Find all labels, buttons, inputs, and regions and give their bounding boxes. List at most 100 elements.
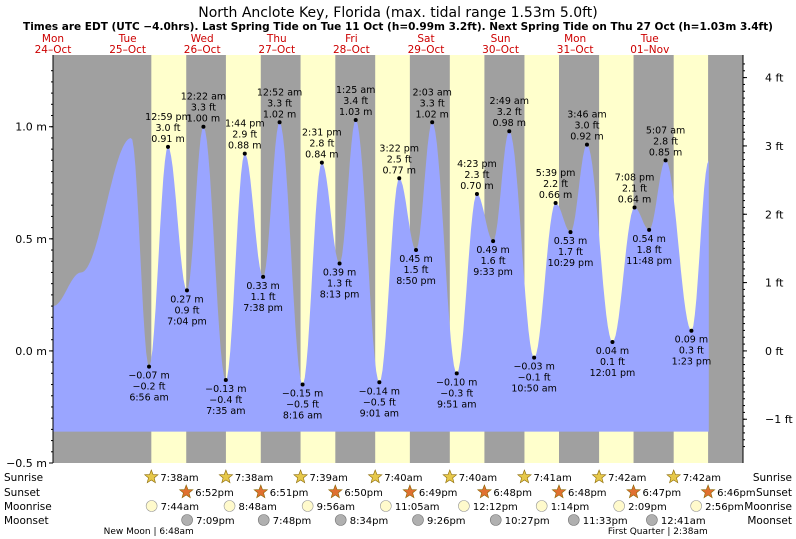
- sunset-icon: [178, 484, 194, 499]
- tide-point: [166, 144, 170, 149]
- tide-time-label: 12:01 pm: [590, 368, 636, 379]
- moonrise-time: 11:05am: [395, 502, 440, 513]
- sunrise-time: 7:39am: [310, 473, 348, 484]
- tide-time-label: 1:44 pm: [225, 119, 265, 130]
- tide-m-label: 0.45 m: [399, 254, 432, 265]
- tide-time-label: 4:23 pm: [457, 159, 497, 170]
- y-right-tick-label: 0 ft: [765, 345, 784, 358]
- tide-m-label: 0.33 m: [246, 281, 279, 292]
- tide-m-label: 0.54 m: [632, 234, 665, 245]
- tide-time-label: 9:01 am: [360, 408, 399, 419]
- moonrise-icon: [223, 500, 236, 512]
- sunrise-icon: [218, 469, 234, 484]
- tide-point: [414, 248, 419, 253]
- tide-m-label: 0.98 m: [493, 118, 526, 129]
- moonset-time: 7:48pm: [273, 516, 312, 527]
- tide-m-label: 1.02 m: [415, 109, 448, 120]
- moonrise-time: 7:44am: [161, 502, 199, 513]
- tide-m-label: 0.27 m: [170, 294, 203, 305]
- tide-m-label: −0.03 m: [513, 362, 554, 373]
- moonrise-time: 12:12pm: [473, 502, 518, 513]
- tide-time-label: 12:52 am: [257, 87, 302, 98]
- tide-m-label: 0.70 m: [460, 181, 493, 192]
- moonrise-icon: [301, 500, 314, 512]
- sunrise-time: 7:40am: [459, 473, 497, 484]
- tide-m-label: −0.14 m: [359, 386, 400, 397]
- tide-time-label: 3:22 pm: [379, 143, 419, 154]
- tide-point: [474, 191, 479, 196]
- tide-m-label: 0.09 m: [675, 335, 708, 346]
- tide-ft-label: 2.5 ft: [387, 154, 412, 165]
- moonrise-time: 1:14pm: [551, 502, 590, 513]
- tide-ft-label: 2.2 ft: [543, 179, 568, 190]
- tide-m-label: 0.53 m: [554, 236, 587, 247]
- day-header-date: 28–Oct: [333, 44, 370, 56]
- tide-ft-label: −0.4 ft: [209, 395, 242, 406]
- moonset-time: 7:09pm: [196, 516, 235, 527]
- tide-ft-label: 3.0 ft: [155, 123, 180, 134]
- sunset-icon: [402, 484, 418, 499]
- sunrise-time: 7:42am: [683, 473, 721, 484]
- tide-m-label: −0.10 m: [436, 377, 477, 388]
- tide-ft-label: 2.1 ft: [622, 183, 647, 194]
- tide-time-label: 11:48 pm: [626, 256, 672, 267]
- day-header-dow: Thu: [266, 33, 287, 45]
- tide-ft-label: 1.6 ft: [481, 256, 506, 267]
- moonset-icon: [181, 514, 193, 526]
- y-right-tick-label: 4 ft: [765, 72, 784, 85]
- sunrise-time: 7:40am: [384, 473, 422, 484]
- sunrise-icon: [591, 469, 607, 484]
- tide-point: [184, 288, 189, 293]
- day-header-dow: Sat: [417, 33, 434, 45]
- day-header-date: 27–Oct: [258, 44, 295, 56]
- tide-time-label: 1:25 am: [336, 85, 375, 96]
- tide-point: [377, 380, 382, 385]
- tide-point: [242, 151, 247, 156]
- moonrise-icon: [458, 500, 470, 512]
- moonrise-icon: [613, 500, 625, 512]
- row-label-left: Moonset: [4, 515, 49, 527]
- tide-point: [491, 239, 496, 244]
- sunset-time: 6:48pm: [493, 488, 532, 499]
- tide-m-label: 0.49 m: [476, 245, 509, 256]
- tide-m-label: 0.39 m: [323, 267, 356, 278]
- y-left-tick-label: 0.5 m: [15, 233, 47, 246]
- tide-m-label: 1.03 m: [339, 107, 372, 118]
- day-header-dow: Fri: [345, 33, 358, 45]
- moon-phase-label: New Moon | 6:48am: [104, 527, 194, 537]
- tide-time-label: 2:49 am: [490, 96, 529, 107]
- tide-point: [337, 261, 342, 266]
- tide-point: [300, 382, 305, 387]
- tide-point: [610, 339, 615, 344]
- tide-ft-label: −0.5 ft: [363, 397, 396, 408]
- tide-m-label: −0.15 m: [282, 389, 323, 400]
- sunrise-icon: [367, 469, 383, 484]
- moonset-time: 11:33pm: [583, 516, 628, 527]
- day-headers: Mon24–OctTue25–OctWed26–OctThu27–OctFri2…: [35, 33, 670, 56]
- tide-ft-label: 3.4 ft: [343, 96, 368, 107]
- sunrise-time: 7:38am: [160, 473, 198, 484]
- tide-m-label: 0.91 m: [151, 134, 184, 145]
- tide-curve: [53, 120, 709, 432]
- sunrise-icon: [666, 469, 682, 484]
- sunrise-icon: [293, 469, 309, 484]
- moonset-time: 12:41am: [661, 516, 706, 527]
- tide-m-label: 0.64 m: [618, 194, 651, 205]
- tide-time-label: 8:50 pm: [396, 276, 436, 287]
- tide-time-label: 12:22 am: [181, 92, 226, 103]
- tide-time-label: 10:29 pm: [548, 258, 594, 269]
- row-label-left: Sunset: [4, 487, 40, 499]
- tide-time-label: 7:35 am: [206, 406, 245, 417]
- day-header-date: 26–Oct: [184, 44, 221, 56]
- tide-ft-label: 0.9 ft: [174, 305, 199, 316]
- sunset-time: 6:49pm: [419, 488, 458, 499]
- tide-time-label: 3:46 am: [567, 110, 606, 121]
- tide-ft-label: 0.3 ft: [679, 346, 704, 357]
- row-label-left: Sunrise: [4, 472, 43, 484]
- day-header-dow: Tue: [118, 33, 137, 45]
- tide-time-label: 8:13 pm: [320, 289, 360, 300]
- tide-time-label: 9:51 am: [437, 399, 476, 410]
- sunset-icon: [700, 484, 716, 499]
- sunset-icon: [476, 484, 492, 499]
